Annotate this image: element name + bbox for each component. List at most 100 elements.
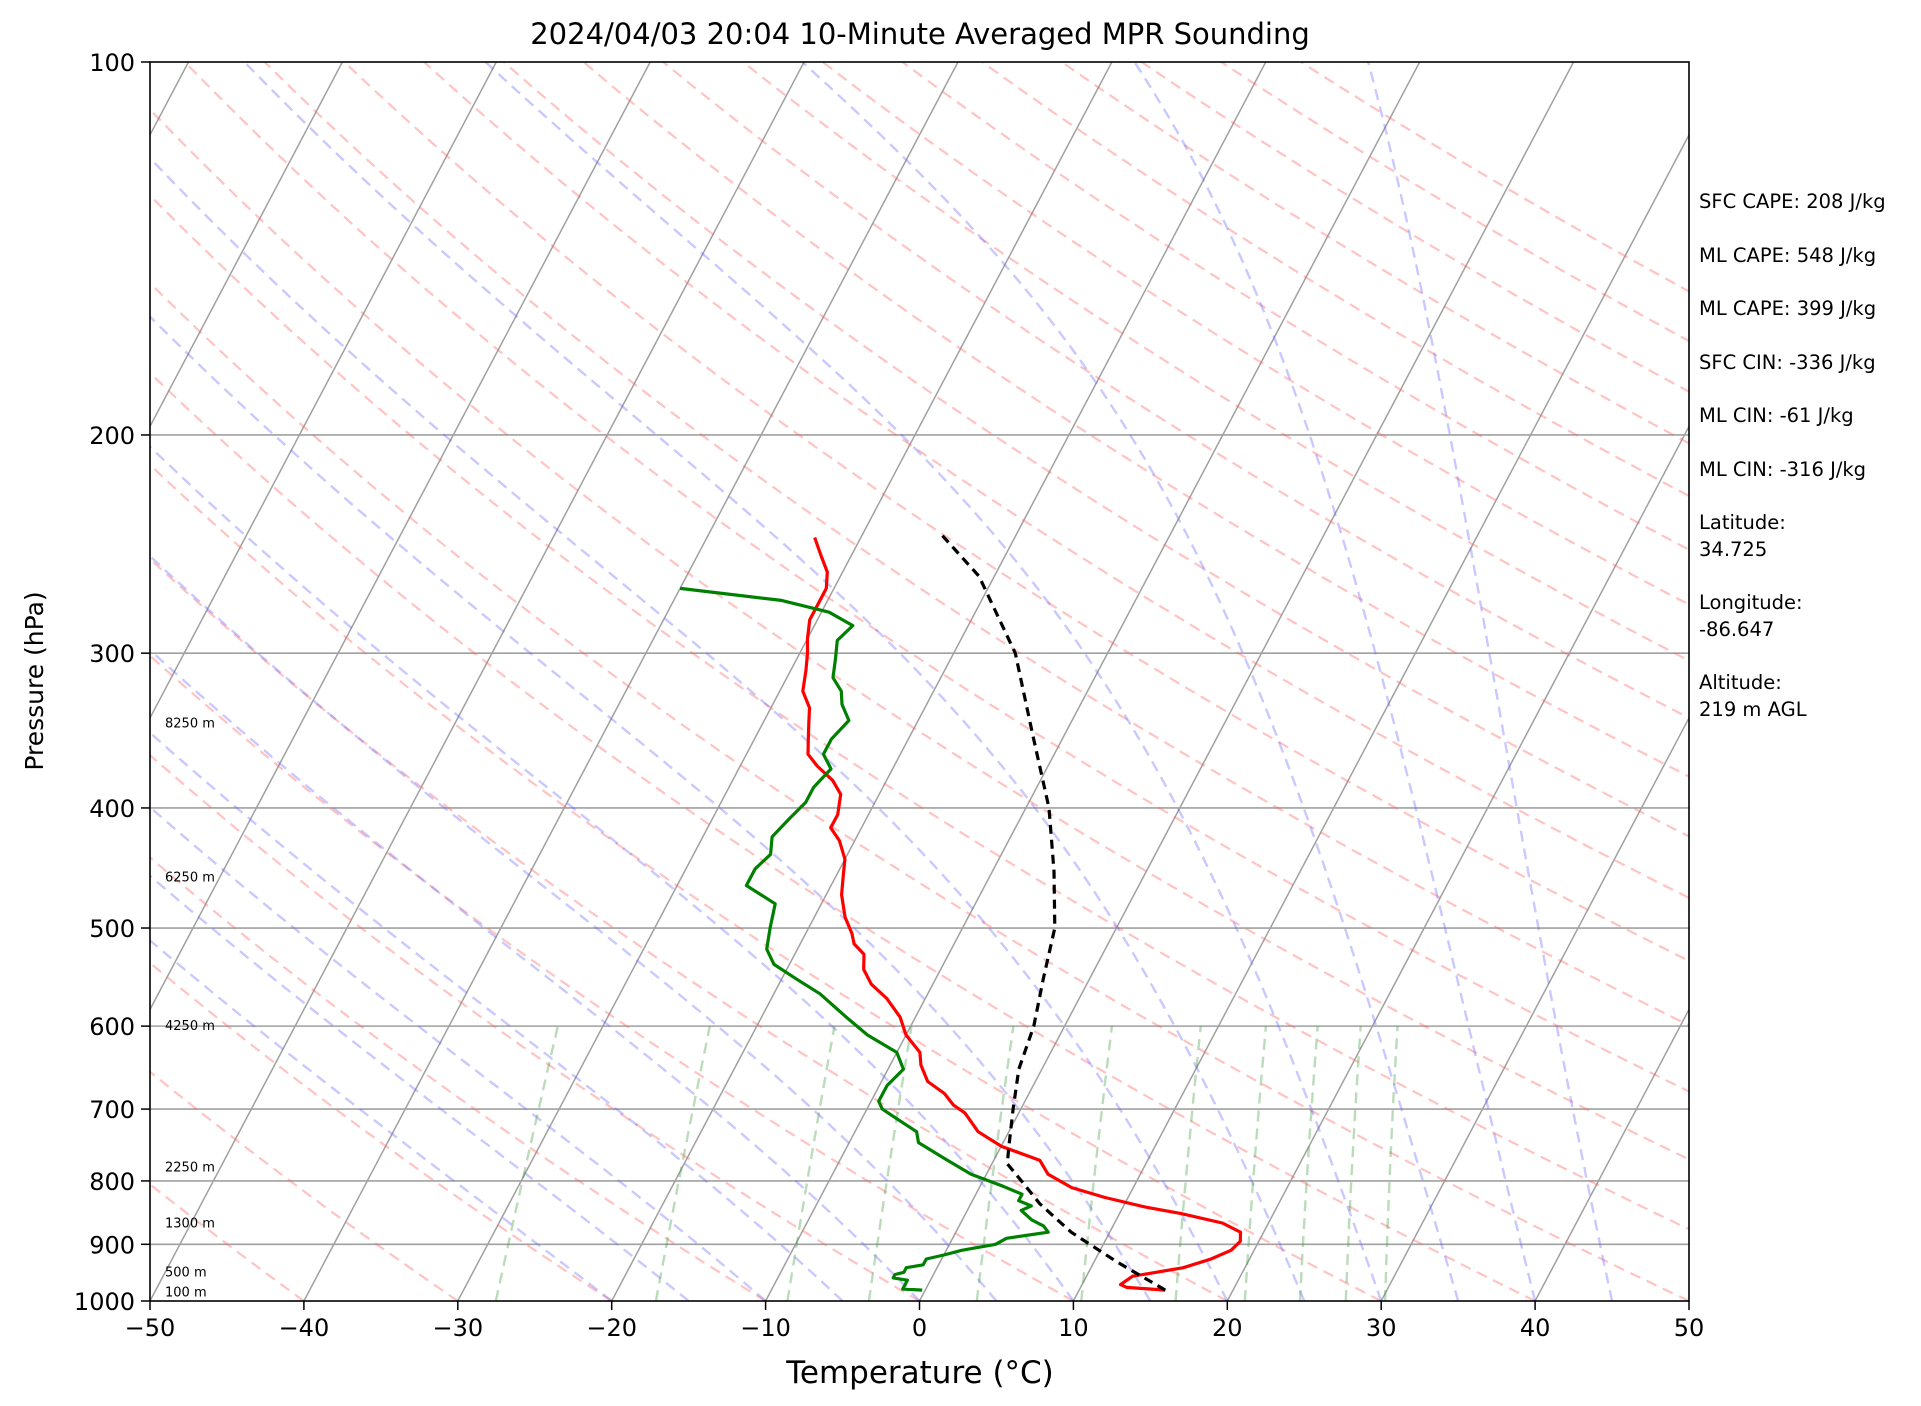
height-label: 100 m [165, 1285, 207, 1300]
x-axis-label: Temperature (°C) [785, 1355, 1054, 1391]
chart-title: 2024/04/03 20:04 10-Minute Averaged MPR … [530, 17, 1310, 51]
dry-adiabat-line [662, 62, 1689, 720]
mixing-ratio-line [975, 1025, 1015, 1301]
mixing-ratio-line [1344, 1026, 1362, 1301]
isotherm-line [918, 62, 1575, 1301]
moist-adiabat-line [150, 648, 921, 1301]
isotherm-line [1534, 1007, 1689, 1301]
mixing-ratio-line [1174, 1025, 1202, 1301]
dry-adiabat-line [150, 855, 767, 1301]
x-tick-label: −20 [586, 1314, 637, 1342]
moist-adiabat-line [243, 62, 1306, 1301]
dry-adiabat-line [150, 107, 1689, 1161]
mixing-ratio-line [1080, 1025, 1114, 1301]
dry-adiabat-line [184, 62, 1689, 1093]
latitude-stat: Latitude: 34.725 [1699, 509, 1914, 563]
y-tick-label: 600 [89, 1013, 135, 1041]
dry-adiabat-line [150, 1182, 305, 1301]
mixing-ratio-line [1383, 1026, 1399, 1301]
sfc-cin-stat: SFC CIN: -336 J/kg [1699, 350, 1876, 374]
longitude-value: -86.647 [1699, 618, 1775, 641]
x-tick-label: −10 [740, 1314, 791, 1342]
moist-adiabat-line [150, 731, 844, 1301]
dry-adiabat-line [150, 281, 1689, 1301]
height-label: 4250 m [165, 1019, 215, 1034]
dry-adiabat-line [150, 753, 921, 1301]
moist-adiabat-line [1133, 62, 1537, 1301]
height-label: 8250 m [165, 717, 215, 732]
latitude-value: 34.725 [1699, 538, 1768, 561]
temperature-profile-line [801, 536, 1243, 1292]
dry-adiabat-line [742, 62, 1689, 662]
sfc-cape-stat: SFC CAPE: 208 J/kg [1699, 190, 1886, 213]
x-tick-label: 20 [1212, 1314, 1243, 1342]
x-tick-label: −30 [432, 1314, 483, 1342]
x-tick-label: 50 [1674, 1314, 1705, 1342]
longitude-label: Longitude: [1699, 591, 1803, 614]
parcel-profile-line [938, 532, 1167, 1292]
dry-adiabat-line [150, 1070, 459, 1301]
y-tick-label: 500 [89, 915, 135, 943]
isotherm-line [150, 62, 805, 1301]
moist-adiabat-line [150, 554, 998, 1301]
x-tick-label: −40 [279, 1314, 330, 1342]
ml-cape-stat: ML CAPE: 548 J/kg [1699, 243, 1877, 267]
sounding-stats-panel: SFC CAPE: 208 J/kg ML CAPE: 548 J/kg ML … [1699, 188, 1914, 749]
ml-cape-stat-2: ML CAPE: 399 J/kg [1699, 297, 1877, 320]
height-label: 1300 m [165, 1217, 215, 1232]
moist-adiabat-line [484, 62, 1383, 1301]
y-tick-label: 200 [89, 422, 135, 450]
x-tick-label: 0 [912, 1314, 927, 1342]
y-tick-label: 1000 [74, 1288, 135, 1316]
ml-cin-stat: ML CIN: -61 J/kg [1699, 404, 1854, 427]
x-tick-label: 10 [1058, 1314, 1089, 1342]
isotherm-line [150, 62, 497, 720]
altitude-value: 219 m AGL [1699, 698, 1807, 721]
dry-adiabat-line [150, 371, 1536, 1301]
y-tick-label: 800 [89, 1168, 135, 1196]
dry-adiabat-line [582, 62, 1689, 778]
plot-frame [149, 61, 1690, 1302]
isotherm-line [150, 62, 651, 1012]
mixing-ratio-line [1243, 1025, 1268, 1301]
dry-adiabat-line [343, 62, 1689, 962]
dry-adiabat-line [263, 62, 1689, 1027]
moist-adiabat-line [150, 156, 1229, 1301]
y-tick-label: 100 [89, 49, 135, 77]
ml-cin-stat-2: ML CIN: -316 J/kg [1699, 457, 1867, 481]
isotherm-line [1072, 133, 1689, 1301]
dry-adiabat-line [150, 961, 613, 1301]
moist-adiabat-line [150, 874, 690, 1301]
isotherm-line [303, 62, 959, 1301]
dry-adiabat-line [150, 557, 1228, 1301]
y-tick-label: 700 [89, 1096, 135, 1124]
mixing-ratio-line [654, 1025, 711, 1301]
moist-adiabat-line [801, 62, 1460, 1301]
isotherm-line [1226, 424, 1689, 1301]
moist-adiabat-line [150, 938, 613, 1301]
mixing-ratio-line [786, 1025, 836, 1301]
altitude-label: Altitude: [1699, 671, 1782, 694]
longitude-stat: Longitude: -86.647 [1699, 589, 1914, 643]
x-tick-label: 30 [1366, 1314, 1397, 1342]
isotherm-line [150, 62, 344, 429]
y-axis-label: Pressure (hPa) [20, 591, 49, 770]
mixing-ratio-line [867, 1025, 913, 1301]
moist-adiabat-line [1367, 62, 1614, 1301]
height-label: 500 m [165, 1265, 207, 1280]
height-label: 6250 m [165, 870, 215, 885]
height-label: 2250 m [165, 1160, 215, 1175]
x-tick-label: 40 [1520, 1314, 1551, 1342]
x-tick-label: −50 [125, 1314, 176, 1342]
dry-adiabat-line [150, 193, 1689, 1231]
dewpoint-profile-line [679, 586, 1050, 1292]
isotherm-line [764, 62, 1421, 1301]
dry-adiabat-line [150, 463, 1382, 1301]
moist-adiabat-line [150, 445, 1075, 1301]
altitude-stat: Altitude: 219 m AGL [1699, 669, 1914, 723]
y-tick-label: 400 [89, 795, 135, 823]
y-tick-label: 300 [89, 640, 135, 668]
moist-adiabat-line [150, 314, 1152, 1301]
y-tick-label: 900 [89, 1231, 135, 1259]
